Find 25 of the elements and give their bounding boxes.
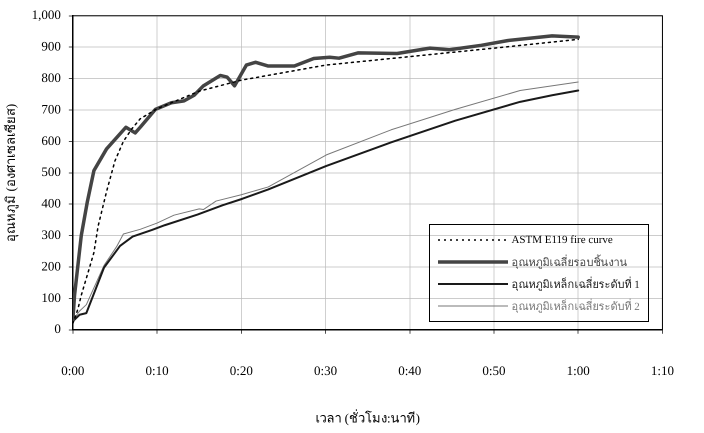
y-tick-label: 100 — [41, 290, 61, 305]
x-tick-label: 0:50 — [482, 363, 506, 378]
y-tick-label: 700 — [41, 101, 61, 116]
y-tick-label: 300 — [41, 227, 61, 242]
x-tick-label: 1:10 — [650, 363, 674, 378]
x-tick-label: 0:40 — [398, 363, 422, 378]
x-tick-label: 1:00 — [566, 363, 590, 378]
y-tick-label: 600 — [41, 132, 61, 148]
y-tick-label: 200 — [41, 258, 61, 274]
legend-label: อุณหภูมิเหล็กเฉลี่ยระดับที่ 2 — [511, 298, 640, 315]
x-tick-label: 0:20 — [230, 363, 253, 378]
x-tick-label: 0:00 — [61, 363, 84, 378]
y-tick-label: 800 — [41, 70, 61, 86]
legend-label: ASTM E119 fire curve — [511, 234, 613, 246]
y-tick-label: 1,000 — [32, 7, 61, 22]
x-tick-label: 0:10 — [146, 363, 169, 378]
y-tick-label: 0 — [54, 321, 61, 336]
x-tick-label: 0:30 — [314, 363, 338, 378]
x-axis-title: เวลา (ชั่วโมง:นาที) — [315, 410, 420, 426]
y-axis-title: อุณหภูมิ (องศาเซลเซียส) — [3, 104, 20, 242]
legend-label: อุณหภูมิเฉลี่ยรอบชิ้นงาน — [511, 254, 628, 271]
legend-label: อุณหภูมิเหล็กเฉลี่ยระดับที่ 1 — [511, 276, 640, 293]
y-tick-label: 500 — [41, 164, 61, 180]
y-tick-label: 400 — [41, 196, 61, 211]
y-tick-label: 900 — [41, 38, 61, 54]
